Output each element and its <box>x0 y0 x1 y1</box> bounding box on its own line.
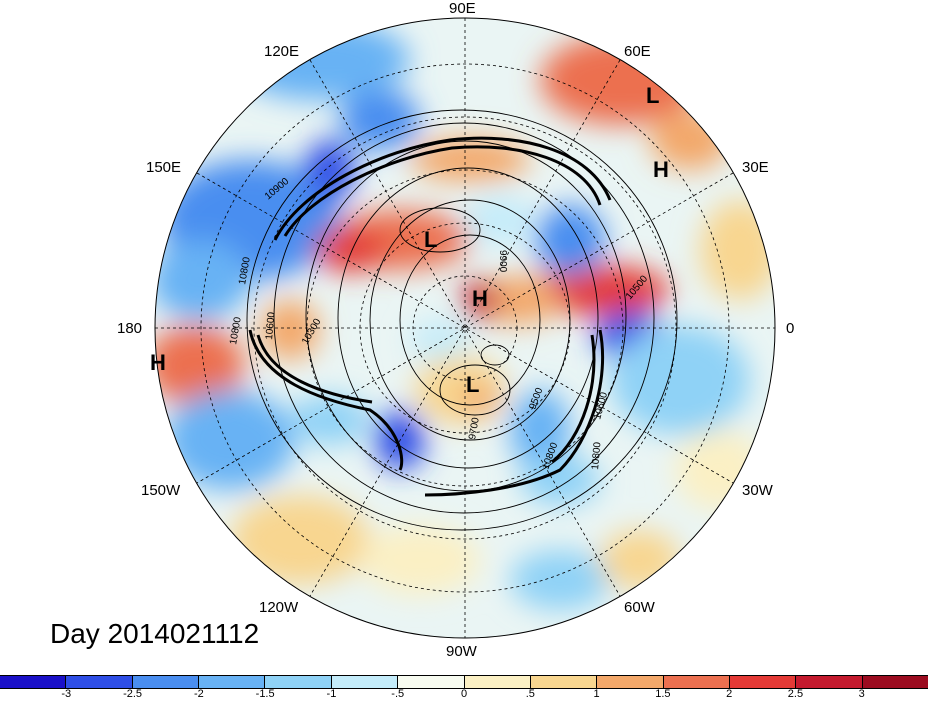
colorbar-tick-label: 3 <box>858 688 865 700</box>
lon-label-30w: 30W <box>742 482 773 499</box>
lon-label-30e: 30E <box>742 159 769 176</box>
high-marker: H <box>150 350 166 375</box>
colorbar-tick-label: .5 <box>525 688 535 700</box>
colorbar-swatch <box>132 676 200 688</box>
lon-label-120e: 120E <box>264 43 300 60</box>
contour-label: 10600 <box>264 311 277 340</box>
colorbar-swatch <box>729 676 797 688</box>
colorbar-tick-label: 1.5 <box>655 688 671 700</box>
colorbar-swatch <box>862 676 928 688</box>
anomaly-field <box>155 18 775 638</box>
colorbar-tick-label: -2.5 <box>123 688 143 700</box>
colorbar-swatch <box>199 676 266 688</box>
colorbar-tick-label: 1 <box>593 688 600 700</box>
low-marker: L <box>424 227 437 252</box>
colorbar-swatch <box>464 676 531 688</box>
meridians <box>155 18 775 638</box>
contour-label: 9700 <box>467 416 482 440</box>
lon-label-0: 0 <box>786 320 795 337</box>
colorbar-swatch <box>530 676 598 688</box>
colorbar-swatch <box>331 676 399 688</box>
lon-label-90e: 90E <box>449 0 476 17</box>
high-marker: H <box>472 286 488 311</box>
lon-label-180: 180 <box>117 320 143 337</box>
colorbar-swatch <box>398 676 465 688</box>
colorbar-tick-label: -2 <box>193 688 204 700</box>
colorbar-tick-label: -1.5 <box>255 688 275 700</box>
height-contours <box>246 109 678 531</box>
contour-label: 10800 <box>228 316 244 346</box>
lon-label-150w: 150W <box>141 482 181 499</box>
map-border <box>154 17 776 639</box>
lon-label-150e: 150E <box>146 159 182 176</box>
contour-label: 10800 <box>237 256 253 286</box>
colorbar-tick-label: 2.5 <box>787 688 804 700</box>
date-title: Day 2014021112 <box>50 618 260 649</box>
colorbar-tick-label: -1 <box>326 688 337 700</box>
colorbar <box>0 675 928 689</box>
low-marker: L <box>646 83 659 108</box>
contour-label: 9900 <box>497 250 508 273</box>
colorbar-swatch <box>66 676 133 688</box>
contour-label: 10800 <box>590 441 603 470</box>
lon-label-60e: 60E <box>624 43 651 60</box>
lon-label-90w: 90W <box>446 643 477 660</box>
colorbar-swatch <box>597 676 664 688</box>
colorbar-swatch <box>663 676 730 688</box>
colorbar-swatch <box>0 676 67 688</box>
colorbar-tick-label: -3 <box>61 688 72 700</box>
colorbar-tick-label: 0 <box>460 688 468 700</box>
lon-label-60w: 60W <box>624 599 655 616</box>
colorbar-swatch <box>265 676 332 688</box>
colorbar-tick-label: 2 <box>726 688 733 700</box>
low-marker: L <box>466 372 479 397</box>
lon-label-120w: 120W <box>259 599 299 616</box>
jet-contours <box>248 136 612 497</box>
colorbar-tick-label: -.5 <box>391 688 405 700</box>
colorbar-swatch <box>796 676 863 688</box>
high-marker: H <box>653 157 669 182</box>
